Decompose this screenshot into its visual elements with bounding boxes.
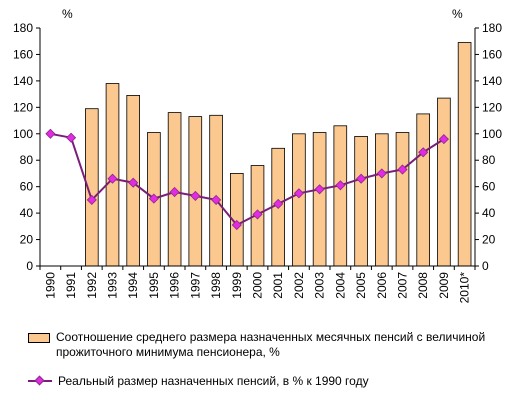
x-tick-label: 1996 bbox=[168, 272, 182, 299]
legend-item-bars: Соотношение среднего размера назначенных… bbox=[28, 330, 498, 360]
x-tick-label: 2007 bbox=[396, 272, 410, 299]
line-point bbox=[273, 198, 284, 209]
bar-2008 bbox=[416, 113, 430, 267]
tick-labels: 0 0 20 20 40 40 60 60 80 80 100 100 120 120 140 140 160 1… bbox=[13, 21, 502, 303]
chart-legend: Соотношение среднего размера назначенных… bbox=[28, 330, 498, 389]
legend-bar-swatch bbox=[28, 333, 50, 343]
x-tick-label: 2001 bbox=[271, 272, 285, 299]
line-point bbox=[314, 184, 325, 195]
left-tick-label: 100 bbox=[13, 127, 33, 141]
x-tick-label: 2005 bbox=[354, 272, 368, 299]
bar-2002 bbox=[292, 133, 306, 267]
left-tick-label: 0 bbox=[26, 259, 33, 273]
right-tick-label: 160 bbox=[482, 47, 502, 61]
left-tick-label: 20 bbox=[20, 233, 34, 247]
right-tick-label: 20 bbox=[482, 233, 496, 247]
x-tick-label: 1991 bbox=[64, 272, 78, 299]
x-tick-label: 1999 bbox=[230, 272, 244, 299]
legend-line-swatch bbox=[28, 374, 52, 388]
bar-2006 bbox=[374, 133, 389, 267]
bar-2010* bbox=[457, 42, 472, 267]
x-tick-label: 2004 bbox=[333, 272, 347, 299]
line-point bbox=[231, 219, 242, 231]
legend-bar-label: Соотношение среднего размера назначенных… bbox=[56, 330, 486, 359]
x-tick-label: 2000 bbox=[251, 272, 265, 299]
x-tick-label: 2002 bbox=[292, 272, 306, 299]
right-tick-label: 0 bbox=[482, 259, 489, 273]
x-tick-label: 1993 bbox=[106, 272, 120, 299]
x-tick-label: 2006 bbox=[375, 272, 389, 299]
bar-2009 bbox=[437, 97, 451, 267]
left-axis-unit: % bbox=[62, 7, 73, 21]
x-tick-label: 1995 bbox=[147, 272, 161, 299]
x-tick-label: 1990 bbox=[43, 272, 57, 299]
line-point bbox=[252, 209, 263, 220]
line-point bbox=[335, 180, 346, 191]
left-tick-label: 140 bbox=[13, 74, 33, 88]
right-tick-label: 140 bbox=[482, 74, 502, 88]
line-point bbox=[45, 128, 56, 139]
x-tick-label: 1998 bbox=[209, 272, 223, 299]
line-point bbox=[86, 194, 97, 205]
right-tick-label: 180 bbox=[482, 21, 502, 35]
right-tick-label: 120 bbox=[482, 100, 502, 114]
left-tick-label: 160 bbox=[13, 47, 33, 61]
x-tick-label: 1992 bbox=[85, 272, 99, 299]
bars-layer bbox=[85, 42, 472, 267]
legend-item-line: Реальный размер назначенных пенсий, в % … bbox=[28, 374, 498, 389]
line-point bbox=[397, 164, 408, 175]
right-axis-unit: % bbox=[452, 7, 463, 21]
line-point bbox=[66, 132, 77, 143]
line-point bbox=[190, 190, 201, 201]
bar-2003 bbox=[312, 132, 327, 267]
legend-line-label: Реальный размер назначенных пенсий, в % … bbox=[58, 374, 369, 388]
bar-2004 bbox=[333, 125, 348, 267]
line-point bbox=[107, 173, 118, 184]
line-point bbox=[148, 193, 159, 204]
x-tick-label: 2008 bbox=[416, 272, 430, 299]
right-tick-label: 80 bbox=[482, 153, 496, 167]
x-tick-label: 1994 bbox=[126, 272, 140, 299]
left-tick-label: 60 bbox=[20, 180, 34, 194]
left-tick-label: 40 bbox=[20, 206, 34, 220]
right-tick-label: 60 bbox=[482, 180, 496, 194]
left-tick-label: 120 bbox=[13, 100, 33, 114]
line-point bbox=[356, 173, 367, 184]
line-point bbox=[438, 134, 449, 145]
line-series bbox=[45, 128, 449, 231]
right-tick-label: 100 bbox=[482, 127, 502, 141]
line-point bbox=[128, 177, 139, 188]
bar-2005 bbox=[354, 135, 368, 267]
bar-2007 bbox=[395, 132, 410, 267]
line-point bbox=[169, 186, 180, 198]
x-tick-label: 2003 bbox=[313, 272, 327, 299]
axes-layer bbox=[36, 27, 479, 270]
line-point bbox=[293, 188, 304, 199]
right-tick-label: 40 bbox=[482, 206, 496, 220]
left-tick-label: 180 bbox=[13, 21, 33, 35]
x-tick-label: 2010* bbox=[458, 272, 472, 304]
left-tick-label: 80 bbox=[20, 153, 34, 167]
x-tick-label: 2009 bbox=[437, 272, 451, 299]
line-point bbox=[211, 194, 222, 205]
bar-1998 bbox=[209, 114, 223, 267]
line-point bbox=[376, 168, 387, 179]
x-tick-label: 1997 bbox=[188, 272, 202, 299]
line-point bbox=[418, 147, 429, 158]
